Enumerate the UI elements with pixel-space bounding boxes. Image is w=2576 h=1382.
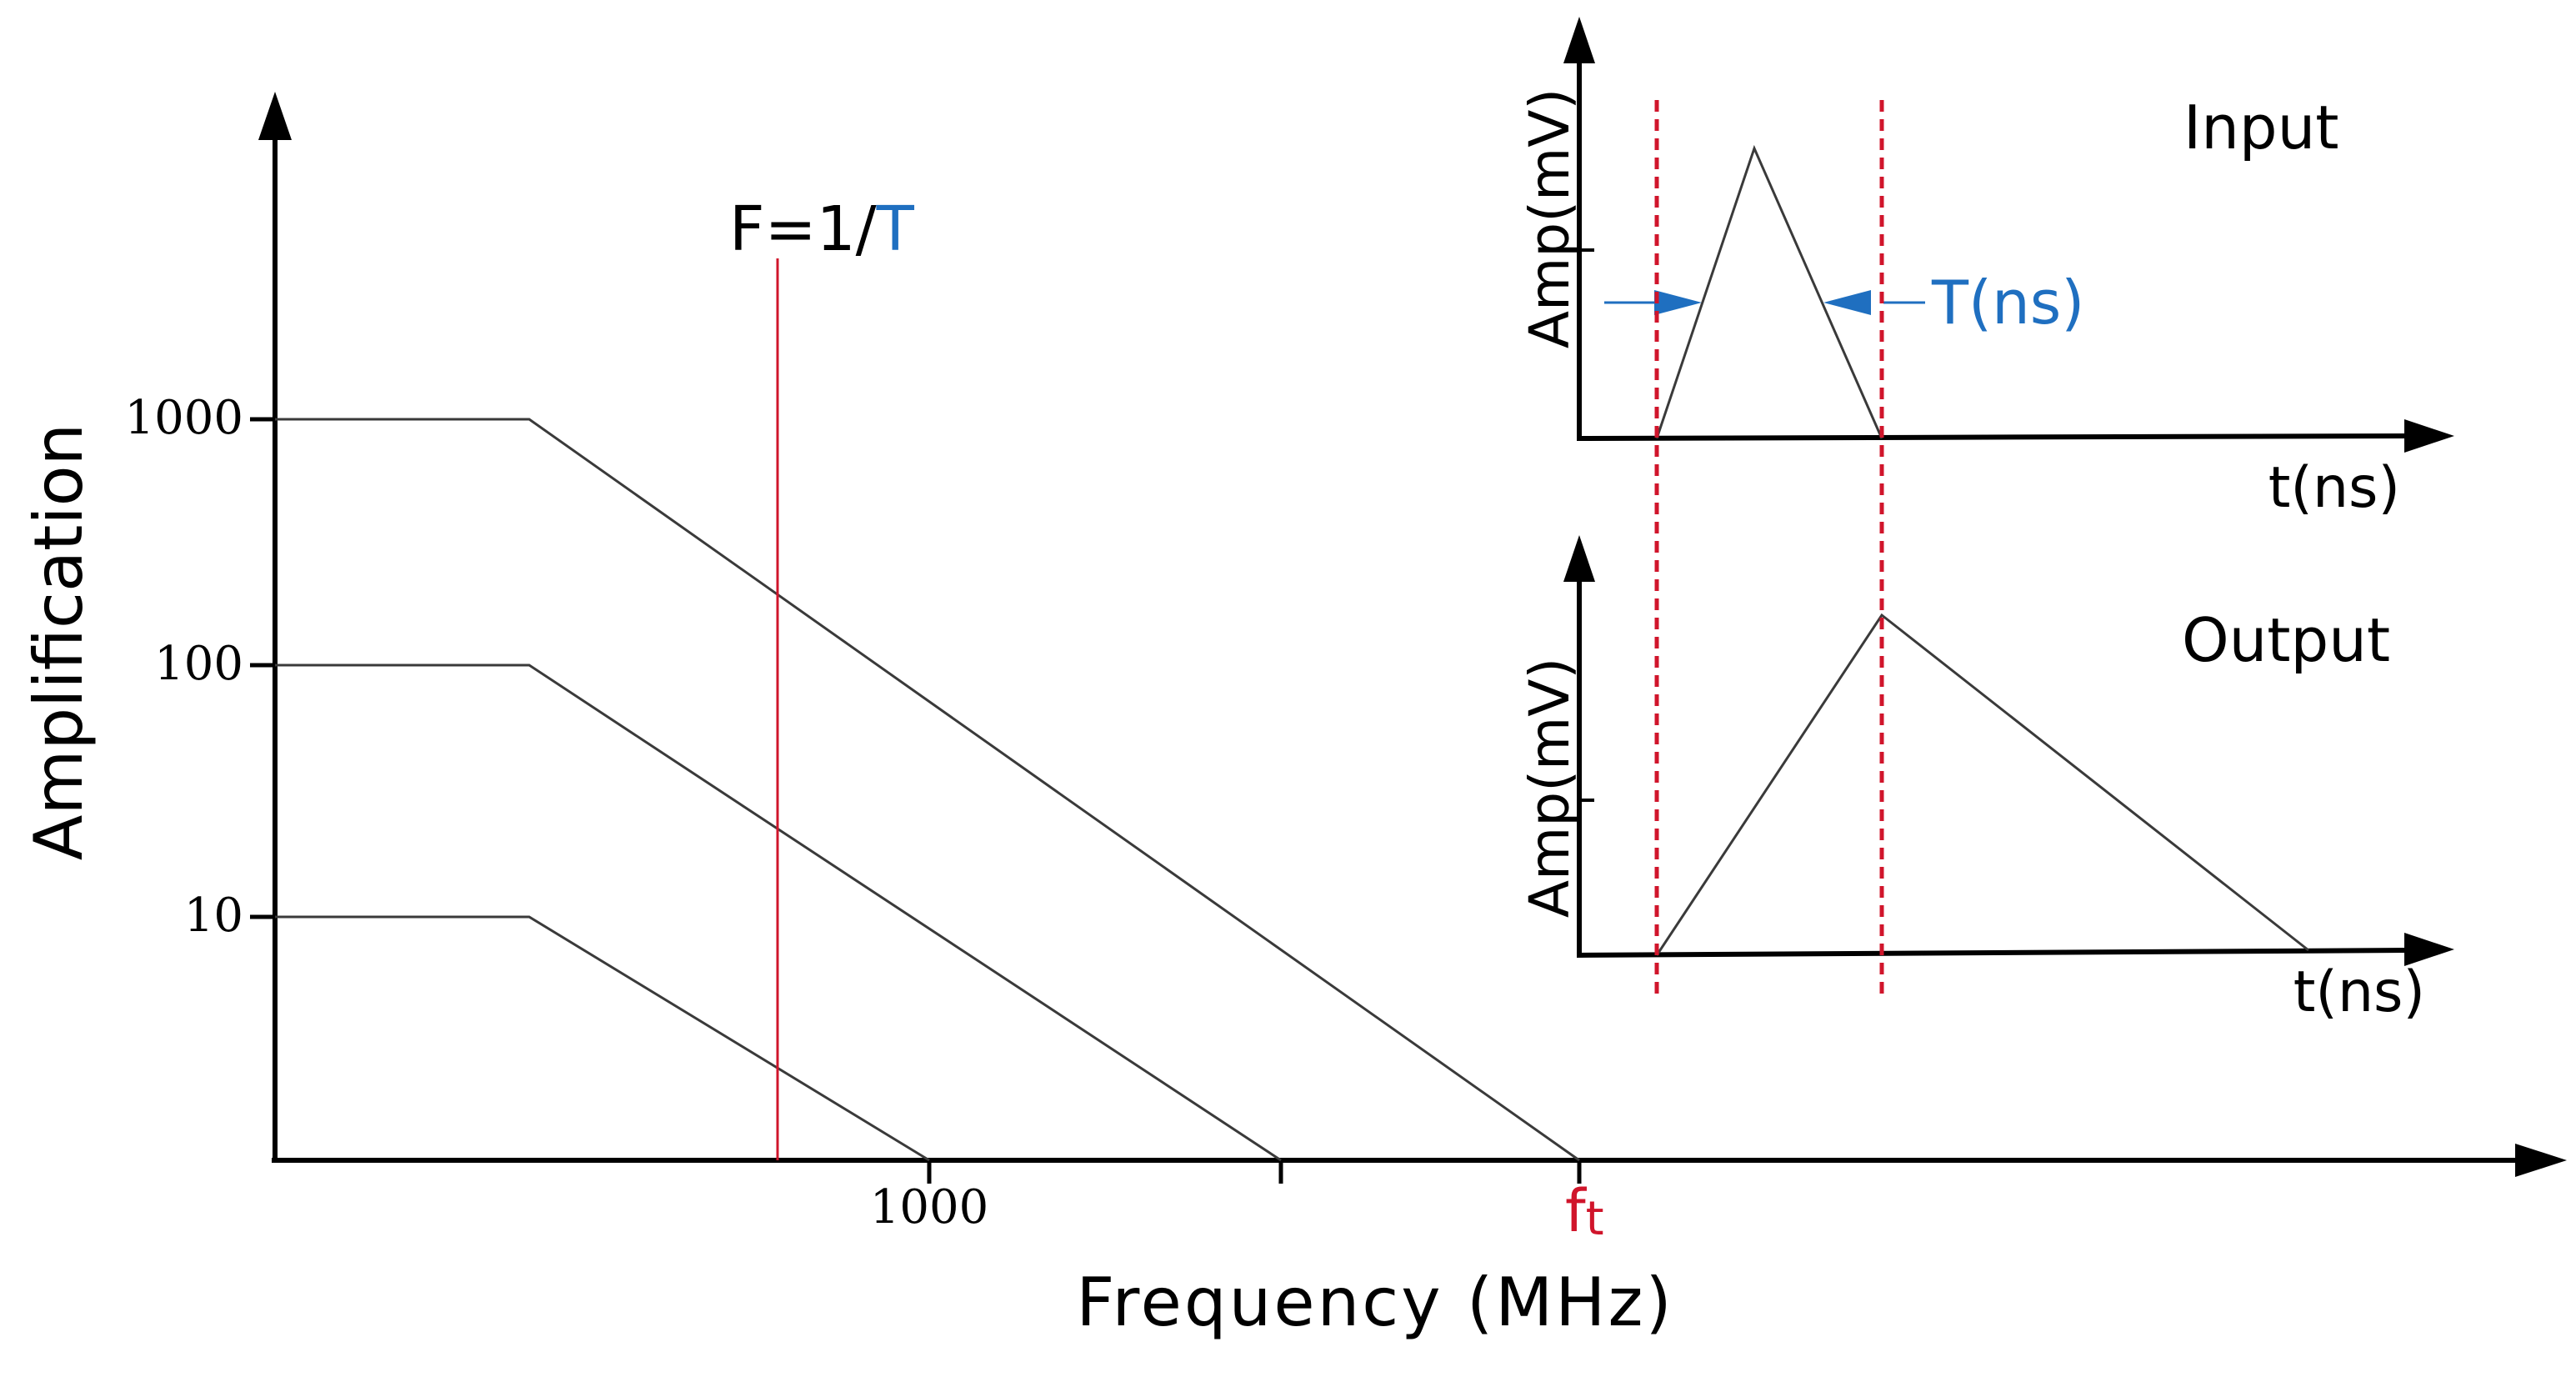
output-x-axis-arrowhead (2404, 933, 2454, 966)
gain-curve-100 (275, 663, 1282, 1162)
input-y-axis-arrowhead (1563, 17, 1595, 63)
y-axis-title: Amplification (20, 423, 98, 861)
gain-curve-1000 (275, 418, 1580, 1162)
input-pulse (1655, 144, 1883, 439)
main-plot: 1000 100 10 1000 ft Amplification Freque… (20, 92, 2567, 1341)
input-title: Input (2183, 93, 2338, 163)
output-x-axis (1576, 948, 2409, 958)
width-arrow-right-head (1823, 290, 1871, 315)
width-arrow-left-head (1654, 290, 1702, 315)
y-tick-label-1000: 1000 (124, 391, 243, 445)
output-title: Output (2182, 605, 2390, 675)
gain-curve-10 (275, 915, 930, 1162)
y-tick-label-10: 10 (184, 889, 243, 943)
input-x-axis (1576, 433, 2409, 441)
output-y-axis-arrowhead (1563, 535, 1595, 582)
frequency-marker-label: F=1/T (729, 193, 915, 265)
input-x-axis-arrowhead (2404, 419, 2454, 453)
main-y-axis-arrowhead (258, 92, 292, 140)
x-axis-title: Frequency (MHz) (1076, 1264, 1673, 1341)
input-panel: Amp(mV) t(ns) Input T(ns) (1518, 17, 2454, 521)
output-y-label: Amp(mV) (1518, 658, 1582, 918)
x-tick-label-1000: 1000 (870, 1180, 989, 1234)
output-pulse (1655, 613, 2309, 956)
output-panel: Amp(mV) t(ns) Output (1518, 535, 2454, 1025)
pulse-width-label: T(ns) (1931, 268, 2084, 338)
ft-label: ft (1565, 1177, 1604, 1246)
main-x-axis-arrowhead (2515, 1144, 2567, 1177)
input-y-label: Amp(mV) (1518, 88, 1582, 348)
output-x-label: t(ns) (2293, 959, 2425, 1025)
input-x-label: t(ns) (2268, 455, 2400, 521)
y-tick-label-100: 100 (154, 637, 243, 691)
